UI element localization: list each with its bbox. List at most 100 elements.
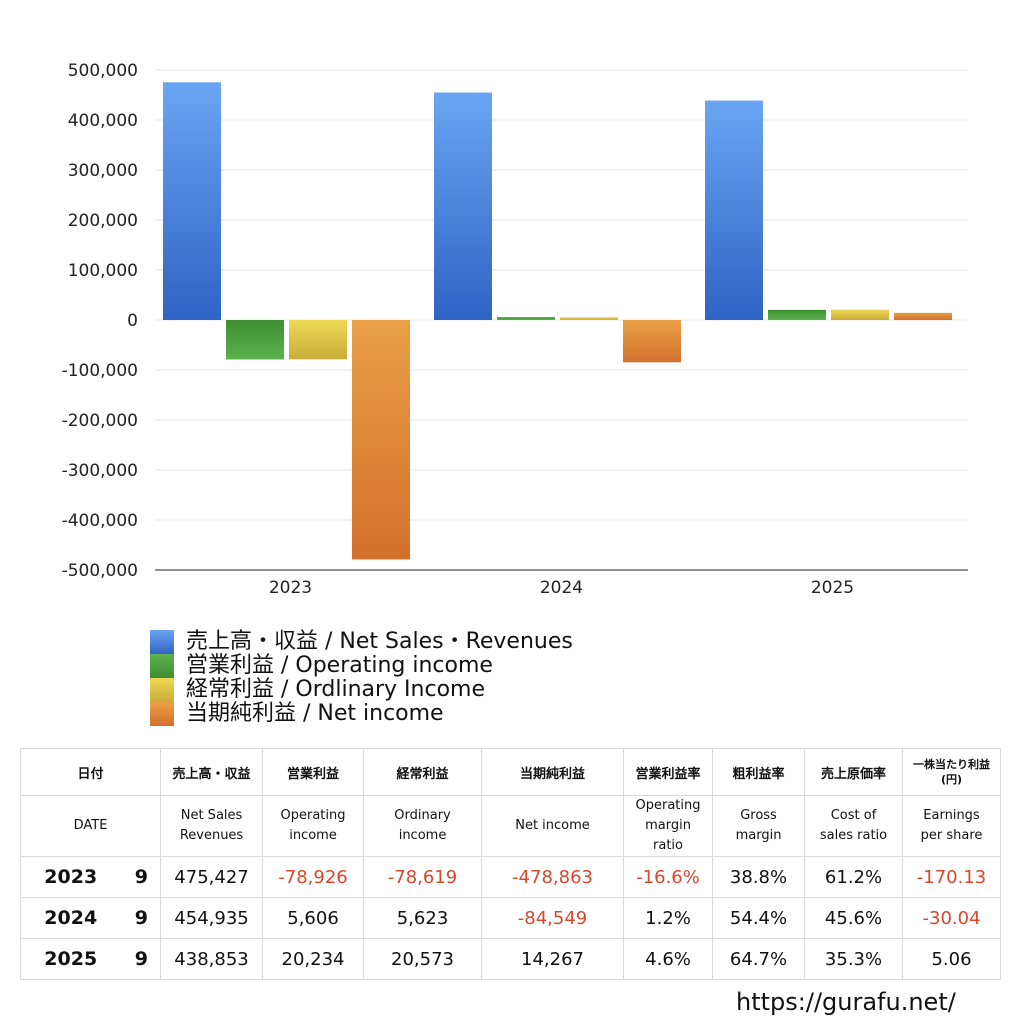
y-tick-label: 0 [127,311,138,331]
header-sales-en-1: Net Sales [180,808,243,823]
legend-item-operating: 営業利益 / Operating income [150,654,573,678]
cell-eps: -170.13 [902,856,1002,898]
cell-cost: 35.3% [804,938,904,980]
bar-sales [163,82,221,320]
legend-label-operating: 営業利益 / Operating income [186,653,493,678]
cell-sales: 475,427 [160,856,264,898]
cell-gross: 64.7% [712,938,806,980]
legend: 売上高・収益 / Net Sales・Revenues 営業利益 / Opera… [150,630,573,726]
cell-op-margin: 4.6% [623,938,714,980]
header-operating-en-1: Operating [280,808,346,823]
header-eps-jp: 一株当たり利益 (円) [902,748,1002,796]
header-eps-en-1: Earnings [923,808,980,823]
bar-ordinary [560,317,618,320]
y-axis-ticks: 500,000 400,000 300,000 200,000 100,000 0 -100… [62,61,138,581]
y-tick-label: -300,000 [62,461,138,481]
bar-sales [434,92,492,320]
header-op-margin-en-1: Operating [635,798,701,813]
legend-swatch-sales [150,630,174,654]
cell-gross: 38.8% [712,856,806,898]
bars [163,82,952,560]
header-sales-en: Net Sales Revenues [160,795,264,857]
cell-cost: 61.2% [804,856,904,898]
header-eps-en-2: per share [920,828,983,843]
table-header-en: DATE Net Sales Revenues Operating income O… [19,795,1002,857]
header-op-margin-en-2: margin [645,818,691,833]
header-cost-en-1: Cost of [830,808,877,823]
cell-net: -84,549 [481,897,625,939]
header-gross-en: Gross margin [712,795,806,857]
header-sales-jp: 売上高・収益 [160,748,264,796]
x-tick-label: 2025 [811,578,854,598]
legend-label-ordinary: 経常利益 / Ordlinary Income [186,677,485,702]
header-gross-en-2: margin [735,828,782,843]
y-tick-label: -200,000 [62,411,138,431]
table-row: 2023 9 475,427 -78,926 -78,619 -478,863 … [20,856,1002,898]
header-ordinary-en-2: income [398,828,447,843]
bar-ordinary [831,309,889,320]
table-header-jp: 日付 売上高・収益 営業利益 経常利益 当期純利益 営業利益率 粗利益率 売上原… [19,748,1002,796]
header-operating-en-2: income [289,828,337,843]
cell-cost: 45.6% [804,897,904,939]
table-row: 2024 9 454,935 5,606 5,623 -84,549 1.2% … [20,897,1002,939]
cell-op-margin: -16.6% [623,856,714,898]
header-net-jp: 当期純利益 [481,748,625,796]
legend-swatch-operating [150,654,174,678]
header-cost-en-2: sales ratio [819,828,888,843]
legend-label-sales: 売上高・収益 / Net Sales・Revenues [186,629,573,654]
header-eps-jp-line1: 一株当たり利益 [913,758,991,771]
y-tick-label: 400,000 [68,111,138,131]
legend-swatch-ordinary [150,678,174,702]
header-sales-en-2: Revenues [179,828,244,843]
cell-eps: -30.04 [902,897,1002,939]
row-month: 9 [120,856,162,898]
row-year: 2025 [20,938,121,980]
cell-op-margin: 1.2% [623,897,714,939]
legend-swatch-net [150,702,174,726]
legend-item-ordinary: 経常利益 / Ordlinary Income [150,678,573,702]
header-net-en: Net income [481,795,625,857]
y-tick-label: -500,000 [62,561,138,581]
header-date-jp: 日付 [19,748,162,796]
y-tick-label: 300,000 [68,161,138,181]
header-gross-en-1: Gross [740,808,777,823]
cell-operating: -78,926 [262,856,365,898]
cell-ordinary: -78,619 [363,856,483,898]
header-op-margin-en-3: ratio [653,838,683,853]
cell-ordinary: 5,623 [363,897,483,939]
bar-ordinary [289,320,347,360]
y-tick-label: -100,000 [62,361,138,381]
cell-net: 14,267 [481,938,625,980]
y-tick-label: 100,000 [68,261,138,281]
site-url[interactable]: https://gurafu.net/ [736,988,956,1016]
header-cost-ratio-jp: 売上原価率 [804,748,904,796]
table-row: 2025 9 438,853 20,234 20,573 14,267 4.6%… [20,938,1002,980]
row-year: 2023 [20,856,121,898]
y-tick-label: 500,000 [68,61,138,81]
legend-item-sales: 売上高・収益 / Net Sales・Revenues [150,630,573,654]
legend-item-net: 当期純利益 / Net income [150,702,573,726]
row-year: 2024 [20,897,121,939]
x-tick-label: 2024 [540,578,583,598]
header-date-en: DATE [19,795,162,857]
header-operating-jp: 営業利益 [262,748,365,796]
header-eps-jp-line2: (円) [940,773,963,786]
header-ordinary-jp: 経常利益 [363,748,483,796]
y-tick-label: 200,000 [68,211,138,231]
cell-sales: 438,853 [160,938,264,980]
financial-table: 日付 売上高・収益 営業利益 経常利益 当期純利益 営業利益率 粗利益率 売上原… [19,748,1002,980]
cell-ordinary: 20,573 [363,938,483,980]
header-op-margin-en: Operating margin ratio [623,795,714,857]
cell-sales: 454,935 [160,897,264,939]
x-tick-label: 2023 [269,578,312,598]
bar-operating [226,320,284,360]
cell-net: -478,863 [481,856,625,898]
header-operating-en: Operating income [262,795,365,857]
bar-net [352,320,410,560]
cell-operating: 20,234 [262,938,365,980]
header-op-margin-jp: 営業利益率 [623,748,714,796]
header-ordinary-en-1: Ordinary [394,808,451,823]
y-tick-label: -400,000 [62,511,138,531]
row-month: 9 [120,938,162,980]
cell-eps: 5.06 [902,938,1002,980]
